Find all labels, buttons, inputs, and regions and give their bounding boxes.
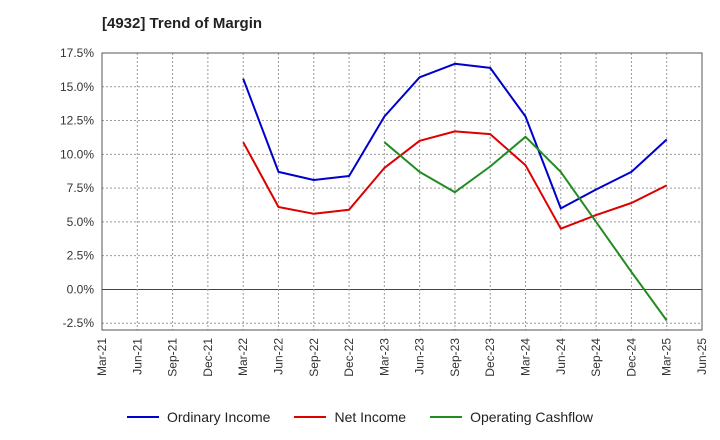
y-tick-label: 2.5% (67, 249, 95, 263)
x-tick-label: Sep-22 (307, 338, 321, 377)
x-tick-label: Jun-24 (554, 338, 568, 375)
series-line-ordinary-income (242, 62, 668, 210)
y-tick-label: 17.5% (60, 46, 94, 60)
y-tick-label: 0.0% (67, 282, 95, 296)
y-tick-label: -2.5% (63, 316, 95, 330)
x-tick-label: Mar-23 (377, 338, 391, 376)
x-tick-label: Dec-22 (342, 338, 356, 377)
x-axis: Mar-21 Jun-21 Sep-21 Dec-21 Mar-22 Jun-22 Sep-… (95, 338, 709, 377)
y-tick-label: 15.0% (60, 80, 94, 94)
x-tick-label: Dec-24 (624, 338, 638, 377)
legend-swatch (294, 416, 327, 418)
y-tick-label: 12.5% (60, 114, 94, 128)
series-lines (242, 62, 668, 322)
legend-label: Ordinary Income (166, 409, 271, 425)
legend-swatch (430, 416, 463, 418)
x-tick-label: Dec-23 (483, 338, 497, 377)
legend-item: Ordinary Income (126, 409, 271, 425)
y-tick-label: 7.5% (67, 181, 95, 195)
x-tick-label: Jun-23 (413, 338, 427, 375)
x-tick-label: Jun-22 (271, 338, 285, 375)
y-tick-label: 10.0% (60, 147, 94, 161)
y-tick-label: 5.0% (67, 215, 95, 229)
series-line-net-income (242, 130, 668, 230)
legend-item: Net Income (294, 409, 406, 425)
x-tick-label: Jun-21 (130, 338, 144, 375)
legend: Ordinary Income Net Income Operating Cashf… (0, 405, 720, 425)
x-tick-label: Sep-21 (166, 338, 180, 377)
grid-lines (101, 52, 703, 330)
x-tick-label: Mar-22 (236, 338, 250, 376)
x-tick-label: Sep-23 (448, 338, 462, 377)
plot-frame (101, 52, 703, 331)
legend-swatch (126, 416, 159, 418)
x-tick-label: Sep-24 (589, 338, 603, 377)
x-tick-label: Mar-24 (519, 338, 533, 376)
x-tick-label: Jun-25 (695, 338, 709, 375)
x-tick-label: Dec-21 (201, 338, 215, 377)
x-tick-label: Mar-25 (660, 338, 674, 376)
series-line-operating-cashflow (383, 135, 668, 322)
chart-title: [4932] Trend of Margin (102, 15, 263, 32)
legend-item: Operating Cashflow (430, 409, 593, 425)
legend-label: Net Income (334, 409, 407, 425)
y-axis: 17.5% 15.0% 12.5% 10.0% 7.5% 5.0% 2.5% 0.0% -2.5… (60, 46, 94, 330)
legend-label: Operating Cashflow (470, 409, 594, 425)
x-tick-label: Mar-21 (95, 338, 109, 376)
